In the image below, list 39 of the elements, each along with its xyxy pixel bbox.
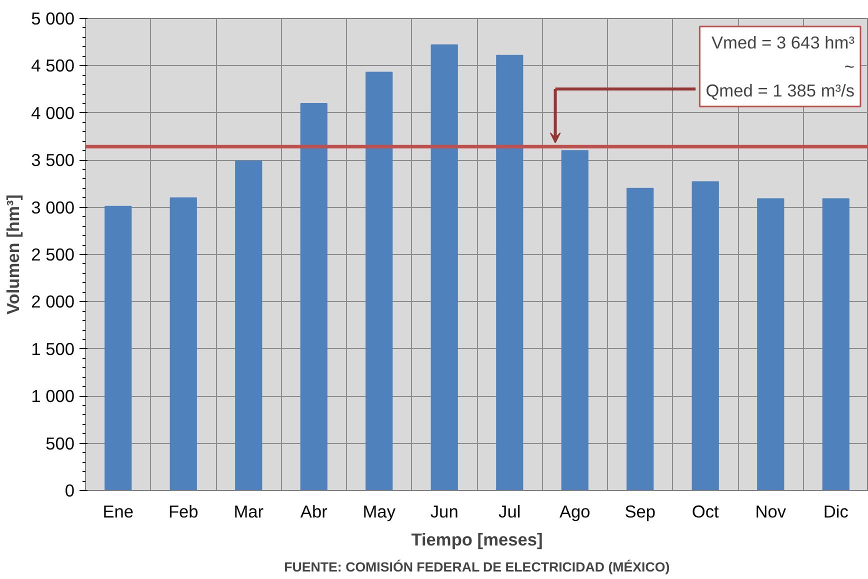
x-tick-label: May — [362, 502, 396, 522]
bar — [170, 197, 197, 490]
y-axis-title: Volumen [hm³] — [3, 194, 24, 314]
bar — [300, 102, 328, 490]
x-axis-title: Tiempo [meses] — [411, 530, 543, 550]
y-tick-label: 4 000 — [31, 102, 75, 123]
x-tick-label: Nov — [755, 502, 786, 522]
x-tick-label: Ene — [102, 502, 134, 522]
bar — [366, 72, 393, 490]
y-tick-label: 4 500 — [31, 56, 75, 76]
x-tick-label: Abr — [300, 502, 328, 522]
y-tick-label: 5 000 — [31, 8, 75, 28]
bar — [235, 160, 262, 490]
bar — [104, 206, 132, 490]
y-tick-label: 1 500 — [31, 338, 75, 359]
x-tick-label: Feb — [168, 502, 198, 522]
bar — [626, 188, 654, 490]
y-tick-label: 2 000 — [31, 292, 75, 312]
x-tick-label: Jul — [498, 502, 521, 522]
bar — [692, 181, 719, 490]
x-tick-label: Dic — [823, 502, 849, 522]
bar — [757, 198, 784, 490]
y-tick-label: 3 000 — [31, 197, 75, 218]
y-tick-label: 1 000 — [31, 386, 75, 406]
x-tick-label: Sep — [624, 502, 656, 522]
y-tick-label: 3 500 — [31, 150, 75, 170]
source-note: FUENTE: COMISIÓN FEDERAL DE ELECTRICIDAD (MÉXICO) — [284, 560, 670, 574]
y-tick-label: 500 — [46, 433, 75, 454]
ref-line-label: Vmed = 3 643 hm³ ~ Qmed = 1 385 m³/s — [706, 32, 855, 100]
x-tick-label: Mar — [234, 502, 264, 522]
bar — [430, 44, 458, 490]
x-tick-label: Jun — [430, 502, 458, 522]
x-tick-label: Ago — [559, 502, 590, 522]
bar — [496, 54, 524, 490]
y-tick-label: 2 500 — [31, 244, 75, 264]
y-tick-label: 0 — [64, 480, 75, 500]
bar — [822, 198, 850, 490]
x-tick-label: Oct — [692, 502, 720, 522]
bar — [561, 150, 588, 490]
